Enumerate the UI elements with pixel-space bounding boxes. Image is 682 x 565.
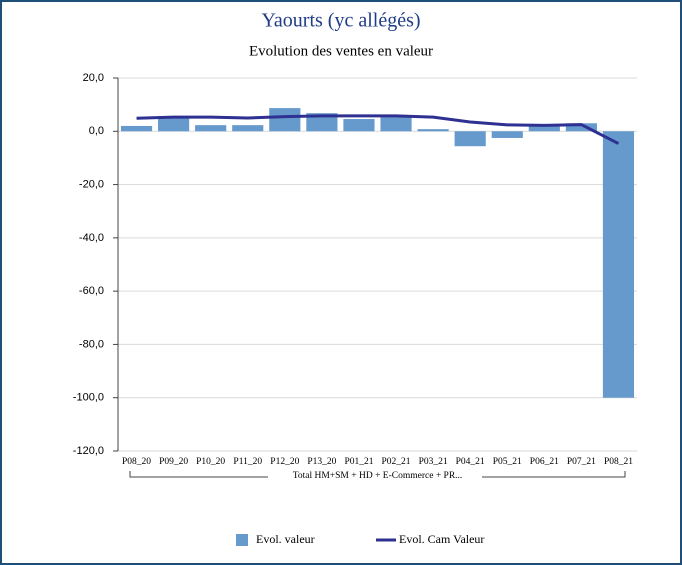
x-tick-label: P08_21 [604,457,633,467]
y-tick-label: -80,0 [79,338,104,350]
y-tick-label: -120,0 [73,445,104,457]
x-tick-label: P08_20 [122,457,151,467]
legend-label: Evol. valeur [256,532,315,546]
y-tick-label: 20,0 [83,72,104,84]
bar [491,131,523,138]
legend-swatch [236,534,248,546]
x-tick-label: P09_20 [159,457,188,467]
bar [306,113,338,132]
x-tick-label: P01_21 [344,457,373,467]
y-tick-label: 0,0 [89,125,104,137]
x-tick-label: P07_21 [567,457,596,467]
bar [158,117,190,132]
chart-title: Yaourts (yc allégés) [261,10,420,32]
bar [454,131,486,147]
bar [343,119,375,132]
y-tick-label: -20,0 [79,178,104,190]
bar [120,125,153,132]
group-label: Total HM+SM + HD + E-Commerce + PR... [293,471,463,481]
bar [232,125,264,132]
bar [269,108,301,132]
x-tick-label: P10_20 [196,457,225,467]
x-tick-label: P04_21 [456,457,485,467]
bar [380,115,412,132]
y-tick-label: -60,0 [79,285,104,297]
bar [528,125,560,132]
bar [565,123,597,132]
x-tick-label: P06_21 [530,457,559,467]
bar [417,129,449,132]
x-tick-label: P11_20 [233,457,262,467]
x-tick-label: P13_20 [307,457,336,467]
legend-label: Evol. Cam Valeur [399,532,484,546]
y-tick-label: -100,0 [73,392,104,404]
x-tick-label: P05_21 [493,457,522,467]
bar [602,131,635,398]
x-tick-label: P02_21 [382,457,411,467]
y-tick-label: -40,0 [79,232,104,244]
chart-subtitle: Evolution des ventes en valeur [249,43,433,59]
group-label-bg [268,471,482,483]
x-tick-label: P12_20 [270,457,299,467]
line [136,114,620,145]
x-tick-label: P03_21 [419,457,448,467]
bar [195,125,227,132]
